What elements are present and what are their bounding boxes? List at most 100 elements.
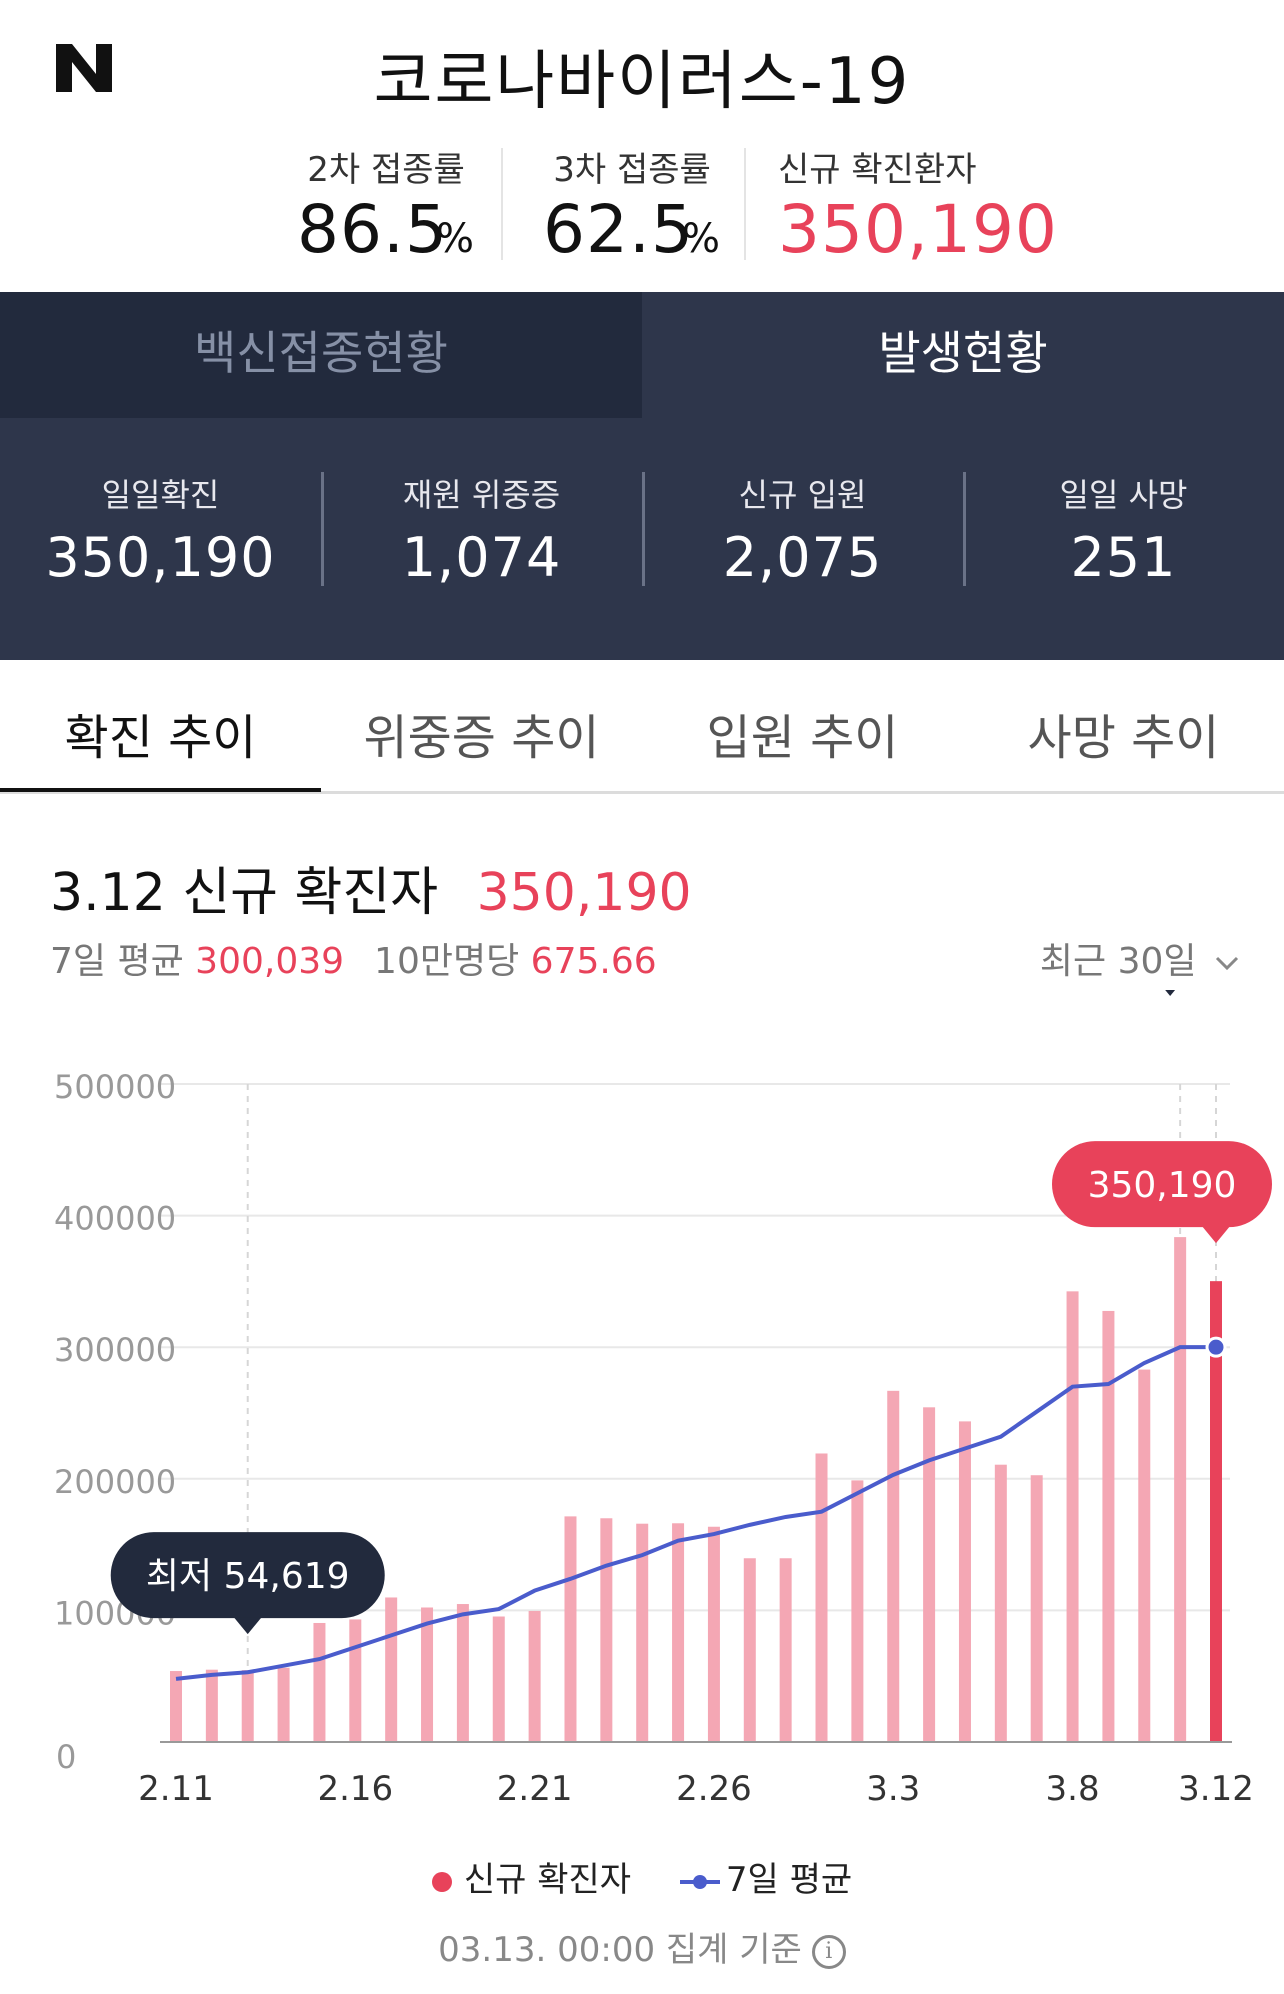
x-tick-label: 2.21 [497,1769,573,1809]
avg-label: 7일 평균 [50,941,184,982]
y-tick-label: 300000 [54,1331,176,1369]
tab-outbreak-status[interactable]: 발생현황 [878,326,1048,380]
bar [672,1523,685,1742]
bar [958,1421,971,1742]
chart-value: 350,190 [476,863,692,923]
x-tick-label: 3.3 [866,1769,920,1809]
x-tick-label: 2.16 [317,1769,393,1809]
bar [313,1622,326,1742]
bar [385,1597,398,1742]
bar [1174,1237,1187,1742]
legend-bar-label: 신규 확진자 [463,1860,632,1900]
metric-label: 일일 사망 [1059,476,1188,514]
bar [707,1526,720,1742]
max-callout-pointer [1165,990,1176,996]
bar [636,1523,649,1742]
tab-death-trend[interactable]: 사망 추이 [1027,710,1220,766]
min-callout-label: 최저 54,619 [146,1556,350,1597]
divider [963,472,966,586]
bar [851,1480,864,1742]
chart-date: 3.12 [50,863,166,923]
min-callout-bubble [110,1532,385,1619]
stat-third-dose: 3차 접종률 62.5% [532,142,732,268]
metric-value: 1,074 [401,526,562,589]
chevron-down-icon [1215,956,1239,971]
stat-label: 2차 접종률 [307,150,465,190]
app-header: 코로나바이러스-19 2차 접종률 86.5% 3차 접종률 62.5% 신규 … [0,0,1284,292]
bar [277,1667,290,1742]
bar [456,1604,469,1742]
bar [743,1558,756,1742]
stat-value: 62.5% [543,191,721,268]
y-tick-label: 500000 [54,1068,176,1106]
metric-label: 신규 입원 [738,476,867,514]
per-label: 10만명당 [374,941,520,982]
metric-daily-deaths: 일일 사망 251 [963,470,1284,589]
bar [1030,1475,1043,1742]
bar [421,1607,434,1742]
metric-value: 350,190 [45,526,276,589]
average-point [1205,1336,1227,1358]
stat-label: 신규 확진환자 [778,150,977,190]
metric-critical: 재원 위중증 1,074 [321,470,642,589]
bar [1138,1369,1151,1742]
metric-value: 2,075 [722,526,883,589]
bar [349,1619,362,1742]
bar [887,1390,900,1742]
page-title: 코로나바이러스-19 [373,45,911,119]
x-tick-label: 2.26 [676,1769,752,1809]
active-tab-indicator [0,788,321,792]
data-timestamp: 03.13. 00:00 집계 기준 i [0,1922,1284,1971]
tab-vaccination-status[interactable]: 백신접종현황 [0,292,642,418]
divider [642,472,645,586]
y-tick-label: 400000 [54,1200,176,1238]
current-callout-label: 350,190 [1088,1165,1237,1206]
metric-daily-confirmed: 일일확진 350,190 [0,470,321,589]
tab-critical-trend[interactable]: 위중증 추이 [363,710,600,766]
bar [815,1453,828,1742]
divider [501,148,503,260]
stat-second-dose: 2차 접종률 86.5% [286,142,486,268]
bar [241,1670,254,1742]
range-selector[interactable]: 최근 30일 [1040,932,1240,984]
metric-value: 251 [1070,526,1177,589]
tab-confirmed-trend[interactable]: 확진 추이 [64,710,257,766]
trend-tabs: 확진 추이 위중증 추이 입원 추이 사망 추이 [0,660,1284,794]
metric-label: 재원 위중증 [402,476,561,514]
bar [564,1516,577,1742]
metric-new-admissions: 신규 입원 2,075 [642,470,963,589]
vaccination-summary: 2차 접종률 86.5% 3차 접종률 62.5% 신규 확진환자 350,19… [0,142,1284,268]
bar [994,1464,1007,1742]
bar [170,1671,182,1742]
bar [528,1610,541,1742]
x-tick-label: 3.12 [1178,1769,1254,1809]
avg-value: 300,039 [195,941,345,982]
bar [1210,1281,1222,1742]
tab-admission-trend[interactable]: 입원 추이 [706,710,899,766]
divider [744,148,746,260]
naver-logo-icon[interactable] [52,40,116,96]
divider [321,472,324,586]
legend-line-label: 7일 평균 [725,1860,853,1900]
line-legend-swatch [679,1874,720,1889]
average-line [175,1345,1216,1681]
x-tick-label: 3.8 [1046,1769,1100,1809]
timestamp-text: 03.13. 00:00 집계 기준 [438,1930,802,1970]
bar [600,1518,613,1742]
x-tick-label: 2.11 [138,1769,214,1809]
chart-heading: 3.12 신규 확진자 350,190 [50,850,692,925]
metric-label: 일일확진 [101,476,220,514]
bar [1066,1291,1079,1742]
current-callout-bubble [1052,1141,1272,1228]
min-callout-pointer [233,1617,262,1635]
bar-legend-swatch [431,1871,452,1892]
chart-subheading: 7일 평균 300,039 10만명당 675.66 [50,932,657,984]
info-icon[interactable]: i [811,1934,846,1969]
current-callout-pointer [1202,1226,1230,1244]
y-tick-label: 0 [56,1738,76,1776]
bar [492,1616,505,1742]
y-tick-label: 200000 [54,1463,176,1501]
stat-value: 350,190 [778,191,1058,268]
stat-label: 3차 접종률 [553,150,711,190]
